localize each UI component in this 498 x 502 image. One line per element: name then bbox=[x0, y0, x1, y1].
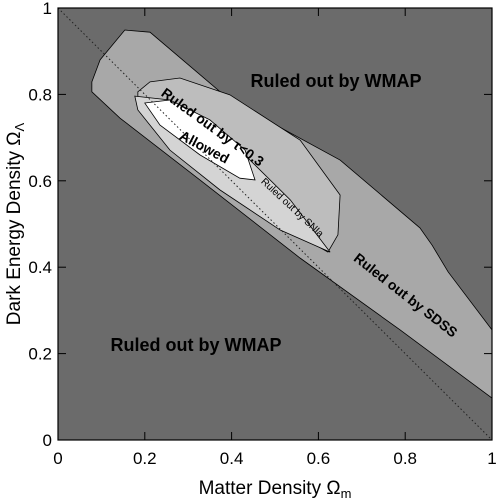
x-tick-label: 0.2 bbox=[133, 449, 157, 468]
x-tick-label: 0.4 bbox=[220, 449, 244, 468]
y-tick-label: 0 bbox=[43, 431, 52, 450]
x-tick-label: 0.6 bbox=[307, 449, 331, 468]
y-tick-label: 0.2 bbox=[28, 345, 52, 364]
plot-frame bbox=[57, 7, 493, 441]
x-axis-label-main: Matter Density Ω bbox=[199, 478, 341, 499]
y-tick-label: 1 bbox=[43, 0, 52, 18]
y-tick-label: 0.4 bbox=[28, 258, 52, 277]
x-axis-label: Matter Density Ωm bbox=[199, 478, 352, 501]
y-tick-label: 0.8 bbox=[28, 85, 52, 104]
x-tick-label: 1 bbox=[487, 449, 496, 468]
y-axis-label-sub: Λ bbox=[12, 122, 27, 131]
y-axis-label: Dark Energy Density ΩΛ bbox=[4, 122, 27, 325]
y-axis-label-main: Dark Energy Density Ω bbox=[4, 131, 25, 325]
y-tick-label: 0.6 bbox=[28, 172, 52, 191]
x-tick-label: 0 bbox=[53, 449, 62, 468]
x-tick-label: 0.8 bbox=[393, 449, 417, 468]
region bbox=[144, 99, 256, 181]
region-label: Ruled out by WMAP bbox=[251, 71, 422, 91]
x-axis-label-sub: m bbox=[341, 486, 352, 501]
region-label: Ruled out by WMAP bbox=[111, 335, 282, 355]
